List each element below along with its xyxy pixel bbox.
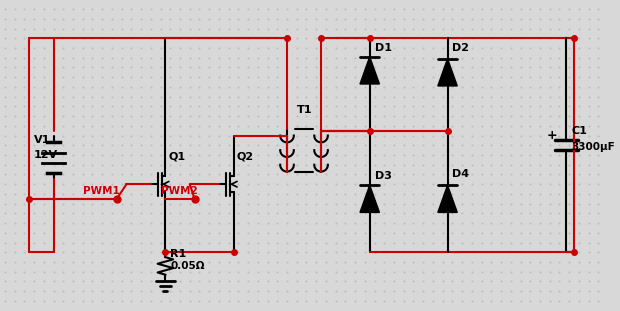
Polygon shape: [360, 185, 379, 212]
Text: T1: T1: [297, 105, 312, 115]
Text: PWM1: PWM1: [82, 186, 120, 196]
Text: V1: V1: [34, 135, 50, 146]
Polygon shape: [438, 59, 458, 86]
Text: Q1: Q1: [168, 152, 185, 162]
Polygon shape: [360, 57, 379, 84]
Text: PWM2: PWM2: [161, 186, 197, 196]
Text: D1: D1: [374, 43, 392, 53]
Text: 12V: 12V: [34, 150, 58, 160]
Text: D4: D4: [453, 169, 469, 179]
Text: D3: D3: [374, 171, 391, 181]
Text: C1: C1: [571, 126, 587, 136]
Text: 3300μF: 3300μF: [571, 142, 615, 152]
Text: Q2: Q2: [236, 152, 254, 162]
Text: +: +: [547, 129, 557, 142]
Text: 0.05Ω: 0.05Ω: [170, 261, 205, 271]
Text: D2: D2: [453, 43, 469, 53]
Polygon shape: [438, 185, 458, 212]
Text: R1: R1: [170, 249, 187, 259]
